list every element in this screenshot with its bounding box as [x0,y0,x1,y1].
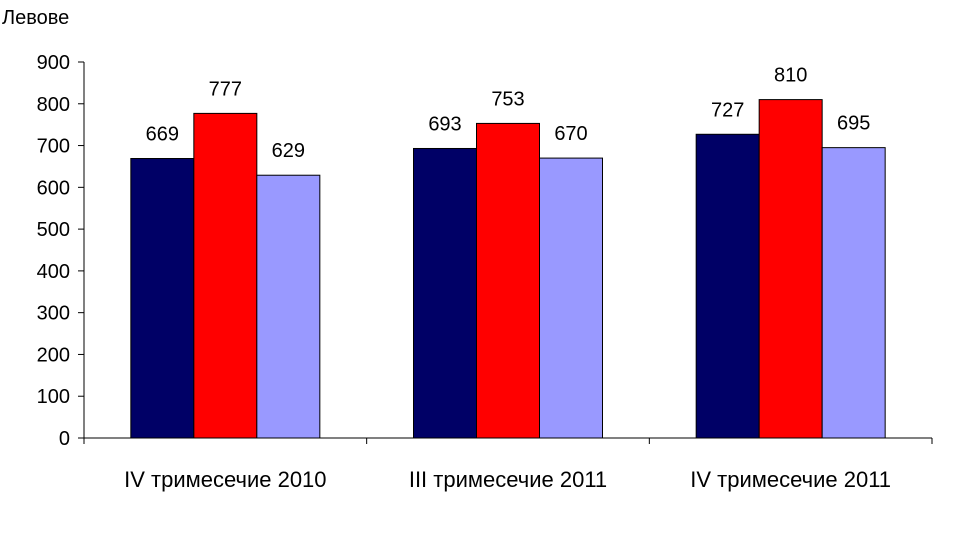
y-tick-label: 500 [37,219,70,241]
x-axis: IV тримесечие 2010 III тримесечие 2011 IV … [83,437,933,492]
x-tick-label: IV тримесечие 2010 [124,467,326,492]
data-label: 695 [837,113,870,135]
y-axis: 0 100 200 300 400 500 600 700 800 900 [37,52,85,450]
data-label: 669 [146,124,179,146]
data-label: 777 [209,78,242,100]
data-label: 629 [272,140,305,162]
bar [193,112,258,439]
data-label: 693 [428,113,461,135]
data-label: 753 [491,88,524,110]
bar [821,147,886,439]
x-tick-label: III тримесечие 2011 [409,467,607,492]
x-tick-label: IV тримесечие 2011 [690,467,891,492]
bar [476,122,540,439]
y-tick-label: 800 [37,94,70,116]
y-tick-label: 400 [37,261,70,283]
y-tick-label: 0 [59,428,70,450]
y-tick-label: 200 [37,344,70,366]
data-labels: 669 777 629 693 753 670 727 810 695 [146,65,871,163]
bars [130,99,886,439]
bar [695,133,760,439]
data-label: 810 [774,65,807,87]
y-tick-label: 900 [37,52,70,74]
bar [413,147,477,439]
bar [256,174,321,439]
bar [539,157,603,439]
y-tick-label: 700 [37,136,70,158]
y-tick-label: 100 [37,386,70,408]
data-label: 670 [554,123,587,145]
data-label: 727 [711,99,744,121]
y-tick-label: 300 [37,303,70,325]
y-axis-label: Левове [2,7,69,29]
bar [758,99,823,439]
bar [130,158,195,439]
y-tick-label: 600 [37,177,70,199]
